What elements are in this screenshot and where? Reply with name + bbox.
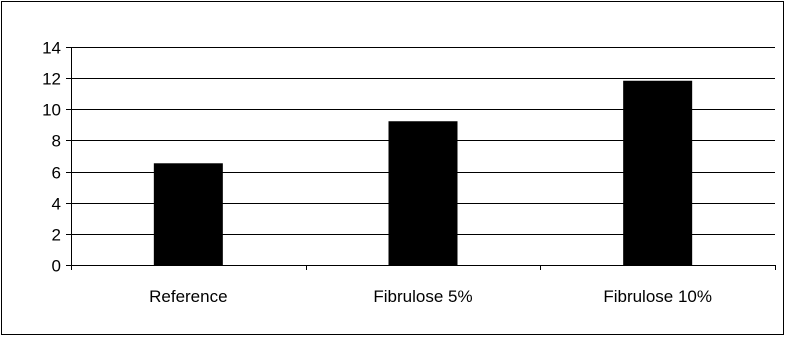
x-tick-label: Reference [149,287,227,306]
y-tick-label: 6 [52,164,61,183]
axes [66,47,776,270]
x-tick-labels: Reference Fibrulose 5% Fibrulose 10% [149,287,712,306]
y-tick-label: 4 [52,195,61,214]
y-tick-labels: 0 2 4 6 8 10 12 14 [42,39,61,276]
bar-fibrulose-5 [388,121,458,266]
x-tick-label: Fibrulose 5% [373,287,472,306]
bars [153,80,693,266]
y-tick-label: 8 [52,132,61,151]
bar-reference [153,163,223,266]
y-tick-label: 10 [42,101,61,120]
x-tick-label: Fibrulose 10% [603,287,712,306]
y-tick-label: 0 [52,257,61,276]
y-tick-label: 2 [52,226,61,245]
bar-fibrulose-10 [623,80,693,266]
y-tick-label: 12 [42,70,61,89]
y-tick-label: 14 [42,39,61,58]
